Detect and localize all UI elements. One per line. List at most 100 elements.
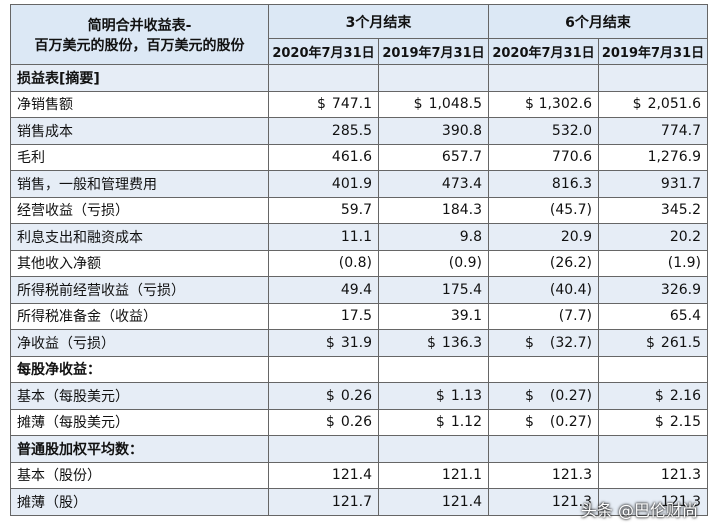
amount: 816.3 [551,175,592,192]
watermark: 头条 @巴伦财尚 [580,501,698,520]
value-cell: 401.9 [268,170,379,198]
value-box: 175.4 [385,282,482,298]
amount: 121.4 [331,467,372,484]
value-box: $1.13 [385,388,482,404]
value-cell: 121.3 [598,461,708,489]
amount: 770.6 [551,149,592,166]
value-cell: 20.2 [598,223,708,251]
value-box: 121.4 [275,467,372,483]
amount: 261.5 [660,334,701,351]
amount: (0.27) [549,387,592,404]
value-box: 20.2 [605,229,701,245]
amount: (0.8) [338,255,372,272]
value-box: 11.1 [275,229,372,245]
amount: 390.8 [441,122,482,139]
amount: 49.4 [340,281,372,298]
value-box: $136.3 [385,335,482,351]
value-cell [488,355,599,383]
value-cell: 39.1 [378,302,489,330]
amount: 931.7 [660,175,701,192]
row-label: 基本（每股美元） [10,382,269,410]
value-box: $0.26 [275,414,372,430]
table-row: 普通股加权平均数： [10,435,708,463]
value-cell: $261.5 [598,329,708,357]
amount: 9.8 [459,228,482,245]
currency: $ [325,334,335,351]
currency: $ [632,96,642,113]
title-line: 百万美元的股份，百万美元的股份 [34,37,245,54]
amount: 532.0 [551,122,592,139]
date-header: 2019年7月31日 [378,38,489,65]
amount: 747.1 [331,96,372,113]
amount: 121.3 [551,493,592,510]
currency: $ [426,334,436,351]
row-label: 销售成本 [10,117,269,145]
table-row: 所得税准备金（收益） 17.5 39.1 (7.7) 65.4 [10,302,708,330]
currency: $ [325,387,335,404]
amount: 1.12 [450,414,482,431]
value-cell: 65.4 [598,302,708,330]
value-cell: $ (0.27) [488,408,599,436]
value-cell: $1,302.6 [488,90,599,118]
row-label: 净销售额 [10,90,269,118]
amount: 136.3 [441,334,482,351]
value-box: $31.9 [275,335,372,351]
value-cell: 461.6 [268,143,379,171]
amount: 39.1 [450,308,482,325]
value-box: $2.16 [605,388,701,404]
currency: $ [654,387,664,404]
amount: 121.7 [331,493,372,510]
amount: 31.9 [340,334,372,351]
amount: (0.27) [549,414,592,431]
value-cell: 473.4 [378,170,489,198]
value-cell: (0.9) [378,249,489,277]
value-box: 20.9 [495,229,592,245]
amount: 326.9 [660,281,701,298]
value-box: $747.1 [275,96,372,112]
value-cell: 184.3 [378,196,489,224]
value-cell: 931.7 [598,170,708,198]
value-cell [598,355,708,383]
amount: (7.7) [558,308,592,325]
amount: (32.7) [549,334,592,351]
value-box: 121.7 [275,494,372,510]
value-cell [378,355,489,383]
row-label: 其他收入净额 [10,249,269,277]
value-box: $1.12 [385,414,482,430]
amount: 285.5 [331,122,372,139]
row-label: 普通股加权平均数： [10,435,269,463]
table-body: 损益表[摘要] 净销售额 $747.1 $1,048.5 $1,302.6 $2,051.… [10,64,708,516]
value-cell: $ (32.7) [488,329,599,357]
value-cell: 17.5 [268,302,379,330]
row-label: 销售，一般和管理费用 [10,170,269,198]
row-label: 每股净收益： [10,355,269,383]
table-row: 净销售额 $747.1 $1,048.5 $1,302.6 $2,051.6 [10,90,708,118]
group-header: 6个月结束 [488,4,708,39]
value-box: $1,302.6 [495,96,592,112]
row-label: 经营收益（亏损） [10,196,269,224]
value-cell: 532.0 [488,117,599,145]
table-row: 经营收益（亏损） 59.7 184.3 (45.7) 345.2 [10,196,708,224]
value-cell: 121.4 [378,488,489,516]
value-cell: 816.3 [488,170,599,198]
row-label: 净收益（亏损） [10,329,269,357]
currency: $ [654,414,664,431]
amount: (40.4) [549,281,592,298]
amount: 0.26 [340,414,372,431]
group-header: 3个月结束 [268,4,489,39]
value-cell: $136.3 [378,329,489,357]
value-box: 816.3 [495,176,592,192]
table-row: 净收益（亏损） $31.9 $136.3 $ (32.7) $261.5 [10,329,708,357]
value-cell: 121.7 [268,488,379,516]
value-box: $2.15 [605,414,701,430]
value-cell: (7.7) [488,302,599,330]
value-box: 121.3 [605,494,701,510]
value-cell: $31.9 [268,329,379,357]
value-cell: 345.2 [598,196,708,224]
currency: $ [413,96,423,113]
value-box: (45.7) [495,202,592,218]
value-cell [268,355,379,383]
amount: 1.13 [450,387,482,404]
value-box: (40.4) [495,282,592,298]
